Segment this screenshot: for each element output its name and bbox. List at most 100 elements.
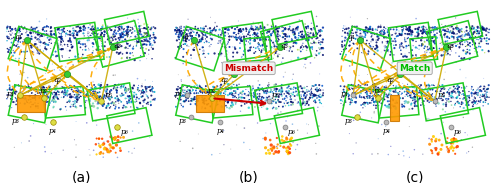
Point (414, 84, 422, 87)
Point (440, 95, 448, 98)
Point (482, 94, 490, 96)
Point (436, 42, 444, 45)
Point (345, 44, 353, 47)
Point (388, 111, 396, 114)
Point (190, 48, 198, 51)
Point (222, 104, 230, 107)
Point (398, 29, 406, 32)
Point (92, 120, 100, 123)
Point (366, 89, 374, 92)
Point (254, 32, 262, 35)
Point (126, 97, 134, 100)
Point (442, 101, 450, 104)
Point (448, 96, 456, 99)
Point (357, 90, 365, 93)
Point (426, 36, 434, 39)
Point (408, 91, 416, 94)
Point (88, 94, 96, 97)
Point (205, 41, 213, 44)
Point (438, 23, 446, 26)
Point (6, 104, 14, 107)
Point (200, 52, 208, 55)
Point (146, 34, 154, 37)
Point (283, 49, 291, 52)
Point (431, 96, 439, 99)
Point (452, 42, 460, 45)
Point (425, 43, 433, 46)
Point (260, 42, 268, 45)
Point (178, 95, 186, 98)
Point (68, 43, 76, 46)
Point (319, 26, 327, 29)
Point (188, 98, 196, 101)
Point (301, 92, 309, 95)
Point (95, 97, 103, 100)
Point (460, 107, 468, 109)
Point (68, 33, 76, 36)
Point (140, 99, 148, 102)
Point (81, 61, 89, 64)
Point (312, 84, 320, 87)
Point (481, 88, 489, 91)
Point (418, 44, 426, 47)
Point (264, 96, 272, 99)
Point (235, 29, 243, 32)
Point (254, 46, 262, 49)
Point (319, 53, 327, 56)
Point (220, 129, 228, 132)
Point (30, 39, 38, 42)
Text: (a): (a) (72, 171, 91, 183)
Point (423, 33, 431, 36)
Point (114, 26, 122, 29)
Point (298, 87, 306, 90)
Point (396, 97, 404, 100)
Point (366, 30, 374, 33)
Point (286, 45, 294, 48)
Point (72, 33, 80, 36)
Point (54, 96, 62, 99)
Point (294, 100, 302, 103)
Point (434, 51, 442, 54)
Point (48, 47, 56, 50)
Point (32, 44, 40, 47)
Point (272, 52, 280, 55)
Point (280, 75, 287, 78)
Point (144, 53, 152, 56)
Point (183, 37, 191, 40)
Point (112, 46, 120, 49)
Point (269, 92, 277, 94)
Point (86, 89, 94, 92)
Point (294, 109, 302, 112)
Point (313, 25, 321, 28)
Point (80, 28, 88, 31)
Point (259, 88, 267, 91)
Point (402, 45, 410, 48)
Point (248, 102, 256, 105)
Point (68, 96, 76, 99)
Point (238, 91, 246, 94)
Point (300, 102, 308, 105)
Point (200, 90, 208, 93)
Point (466, 97, 473, 100)
Point (380, 36, 388, 39)
Text: p₆: p₆ (120, 128, 128, 136)
Point (254, 93, 262, 96)
Point (98, 34, 106, 37)
Point (5, 48, 13, 51)
Point (485, 38, 493, 41)
Point (59, 149, 67, 152)
Point (117, 94, 125, 97)
Point (239, 53, 247, 55)
Point (388, 97, 396, 100)
Point (308, 91, 316, 94)
Point (284, 150, 292, 153)
Point (262, 146, 270, 149)
Point (124, 17, 132, 20)
Point (400, 104, 407, 107)
Point (48, 93, 56, 96)
Point (414, 28, 422, 31)
Point (303, 46, 311, 49)
Point (484, 88, 492, 91)
Point (224, 101, 232, 104)
Point (465, 34, 473, 37)
